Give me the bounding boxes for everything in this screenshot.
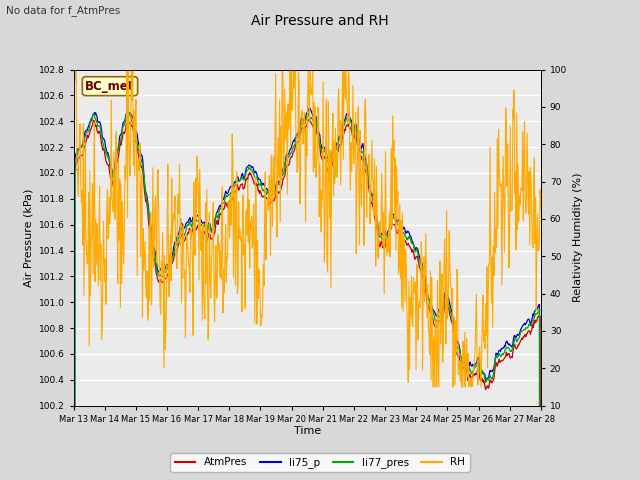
Text: No data for f_AtmPres: No data for f_AtmPres: [6, 5, 121, 16]
X-axis label: Time: Time: [294, 426, 321, 436]
Y-axis label: Relativity Humidity (%): Relativity Humidity (%): [573, 173, 582, 302]
Y-axis label: Air Pressure (kPa): Air Pressure (kPa): [23, 189, 33, 287]
Legend: AtmPres, li75_p, li77_pres, RH: AtmPres, li75_p, li77_pres, RH: [170, 453, 470, 472]
Text: BC_met: BC_met: [85, 80, 134, 93]
Text: Air Pressure and RH: Air Pressure and RH: [251, 14, 389, 28]
